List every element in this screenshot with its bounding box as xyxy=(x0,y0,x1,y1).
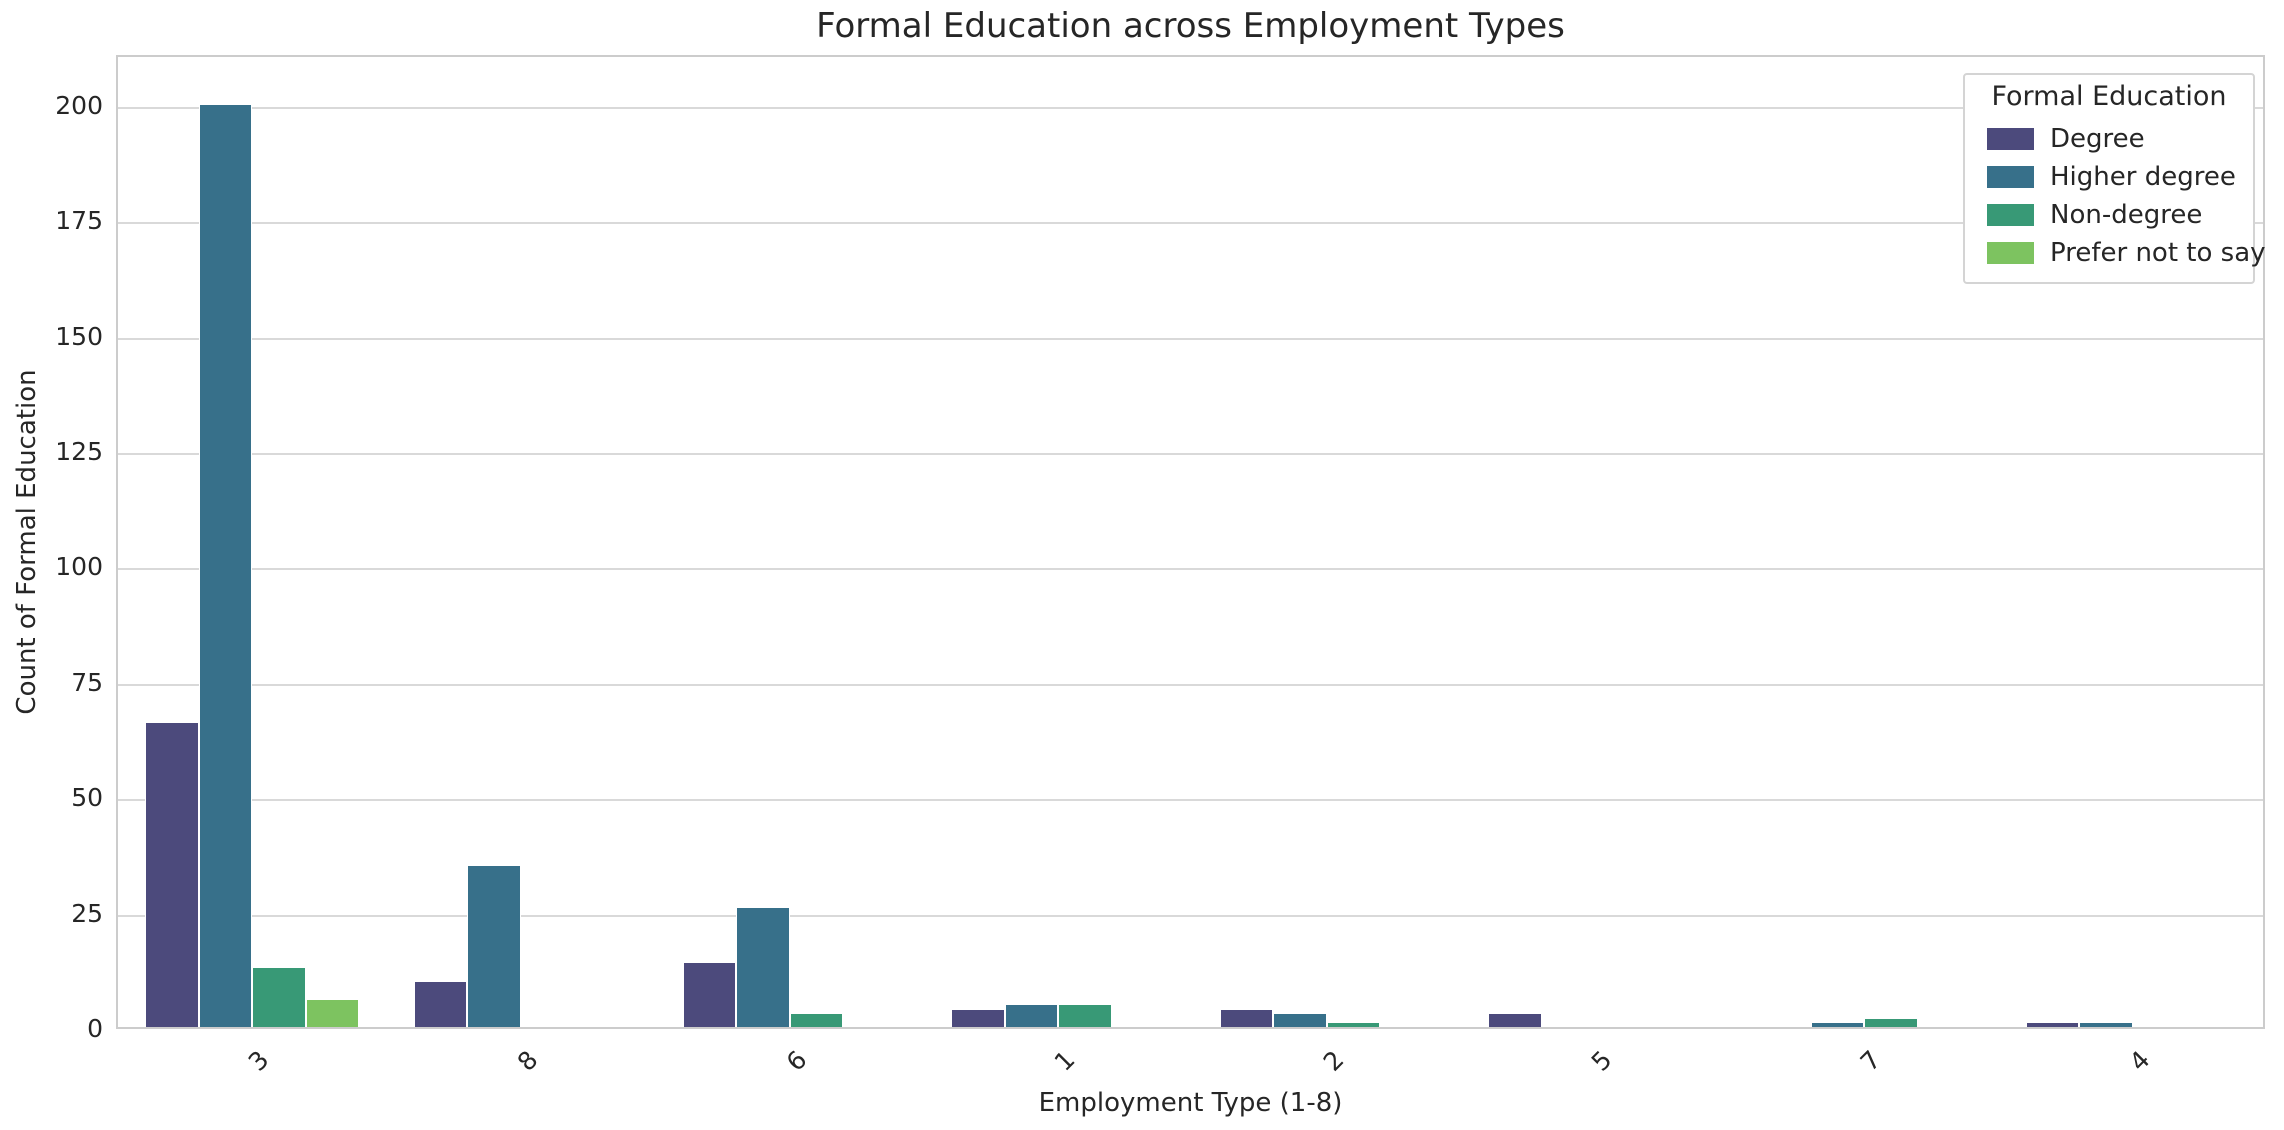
legend-swatch-prefer-not-to-say xyxy=(1987,242,2034,264)
bar-degree-2 xyxy=(1219,1008,1274,1027)
gridline xyxy=(118,914,2263,917)
gridline xyxy=(118,337,2263,340)
x-tick-label: 8 xyxy=(511,1045,544,1077)
legend-swatch-non-degree xyxy=(1987,204,2034,226)
legend-item-label: Higher degree xyxy=(2050,162,2236,192)
legend-item-label: Degree xyxy=(2050,124,2145,154)
gridline xyxy=(118,452,2263,455)
x-tick-label: 6 xyxy=(780,1045,813,1077)
y-tick-label: 150 xyxy=(55,321,103,351)
plot-area xyxy=(116,55,2265,1029)
y-tick-label: 0 xyxy=(87,1014,103,1043)
bar-degree-5 xyxy=(1488,1013,1542,1027)
y-tick-label: 100 xyxy=(55,552,103,582)
x-tick-label: 5 xyxy=(1586,1045,1618,1077)
bar-higher-degree-8 xyxy=(467,865,521,1027)
x-tick-label: 4 xyxy=(2123,1045,2156,1077)
bar-non-degree-2 xyxy=(1326,1022,1381,1027)
y-tick-label: 25 xyxy=(71,898,103,928)
x-tick-label: 7 xyxy=(1854,1045,1887,1077)
x-tick-label: 1 xyxy=(1048,1045,1081,1077)
bar-degree-1 xyxy=(951,1008,1005,1027)
legend-item: Prefer not to say xyxy=(1965,234,2266,272)
y-tick-label: 175 xyxy=(55,206,103,236)
legend-title: Formal Education xyxy=(1991,81,2227,112)
y-tick-label: 125 xyxy=(55,436,103,466)
legend: Formal Education Degree Higher degree No… xyxy=(1963,73,2266,284)
x-axis-label: Employment Type (1-8) xyxy=(1038,1088,1343,1118)
bar-degree-3 xyxy=(145,722,199,1027)
legend-item: Non-degree xyxy=(1965,196,2253,234)
bar-degree-6 xyxy=(682,962,737,1027)
x-tick-label: 2 xyxy=(1317,1045,1350,1077)
legend-item: Higher degree xyxy=(1965,158,2253,196)
bar-non-degree-6 xyxy=(789,1013,844,1027)
legend-swatch-degree xyxy=(1987,128,2034,150)
bar-higher-degree-6 xyxy=(736,906,790,1027)
y-tick-label: 75 xyxy=(71,667,103,697)
bar-higher-degree-3 xyxy=(198,103,253,1027)
bar-higher-degree-2 xyxy=(1273,1013,1327,1027)
bar-prefer-not-to-say-3 xyxy=(305,999,360,1027)
bar-non-degree-7 xyxy=(1864,1017,1918,1027)
bar-higher-degree-7 xyxy=(1810,1022,1865,1027)
legend-item-label: Non-degree xyxy=(2050,200,2203,230)
y-tick-label: 200 xyxy=(55,90,103,120)
legend-item: Degree xyxy=(1965,120,2253,158)
bar-degree-8 xyxy=(413,980,468,1027)
legend-swatch-higher-degree xyxy=(1987,166,2034,188)
gridline xyxy=(118,683,2263,686)
bar-degree-4 xyxy=(2025,1022,2080,1027)
bar-non-degree-3 xyxy=(252,967,306,1027)
bar-non-degree-1 xyxy=(1058,1003,1112,1027)
y-tick-label: 50 xyxy=(71,783,103,813)
legend-item-label: Prefer not to say xyxy=(2050,238,2266,268)
bar-higher-degree-1 xyxy=(1004,1003,1059,1027)
bar-higher-degree-4 xyxy=(2079,1022,2133,1027)
gridline xyxy=(118,222,2263,225)
x-tick-label: 3 xyxy=(243,1045,275,1077)
y-axis-label: Count of Formal Education xyxy=(12,369,42,715)
gridline xyxy=(118,106,2263,109)
gridline xyxy=(118,799,2263,802)
gridline xyxy=(118,568,2263,571)
chart-title: Formal Education across Employment Types xyxy=(816,6,1565,46)
